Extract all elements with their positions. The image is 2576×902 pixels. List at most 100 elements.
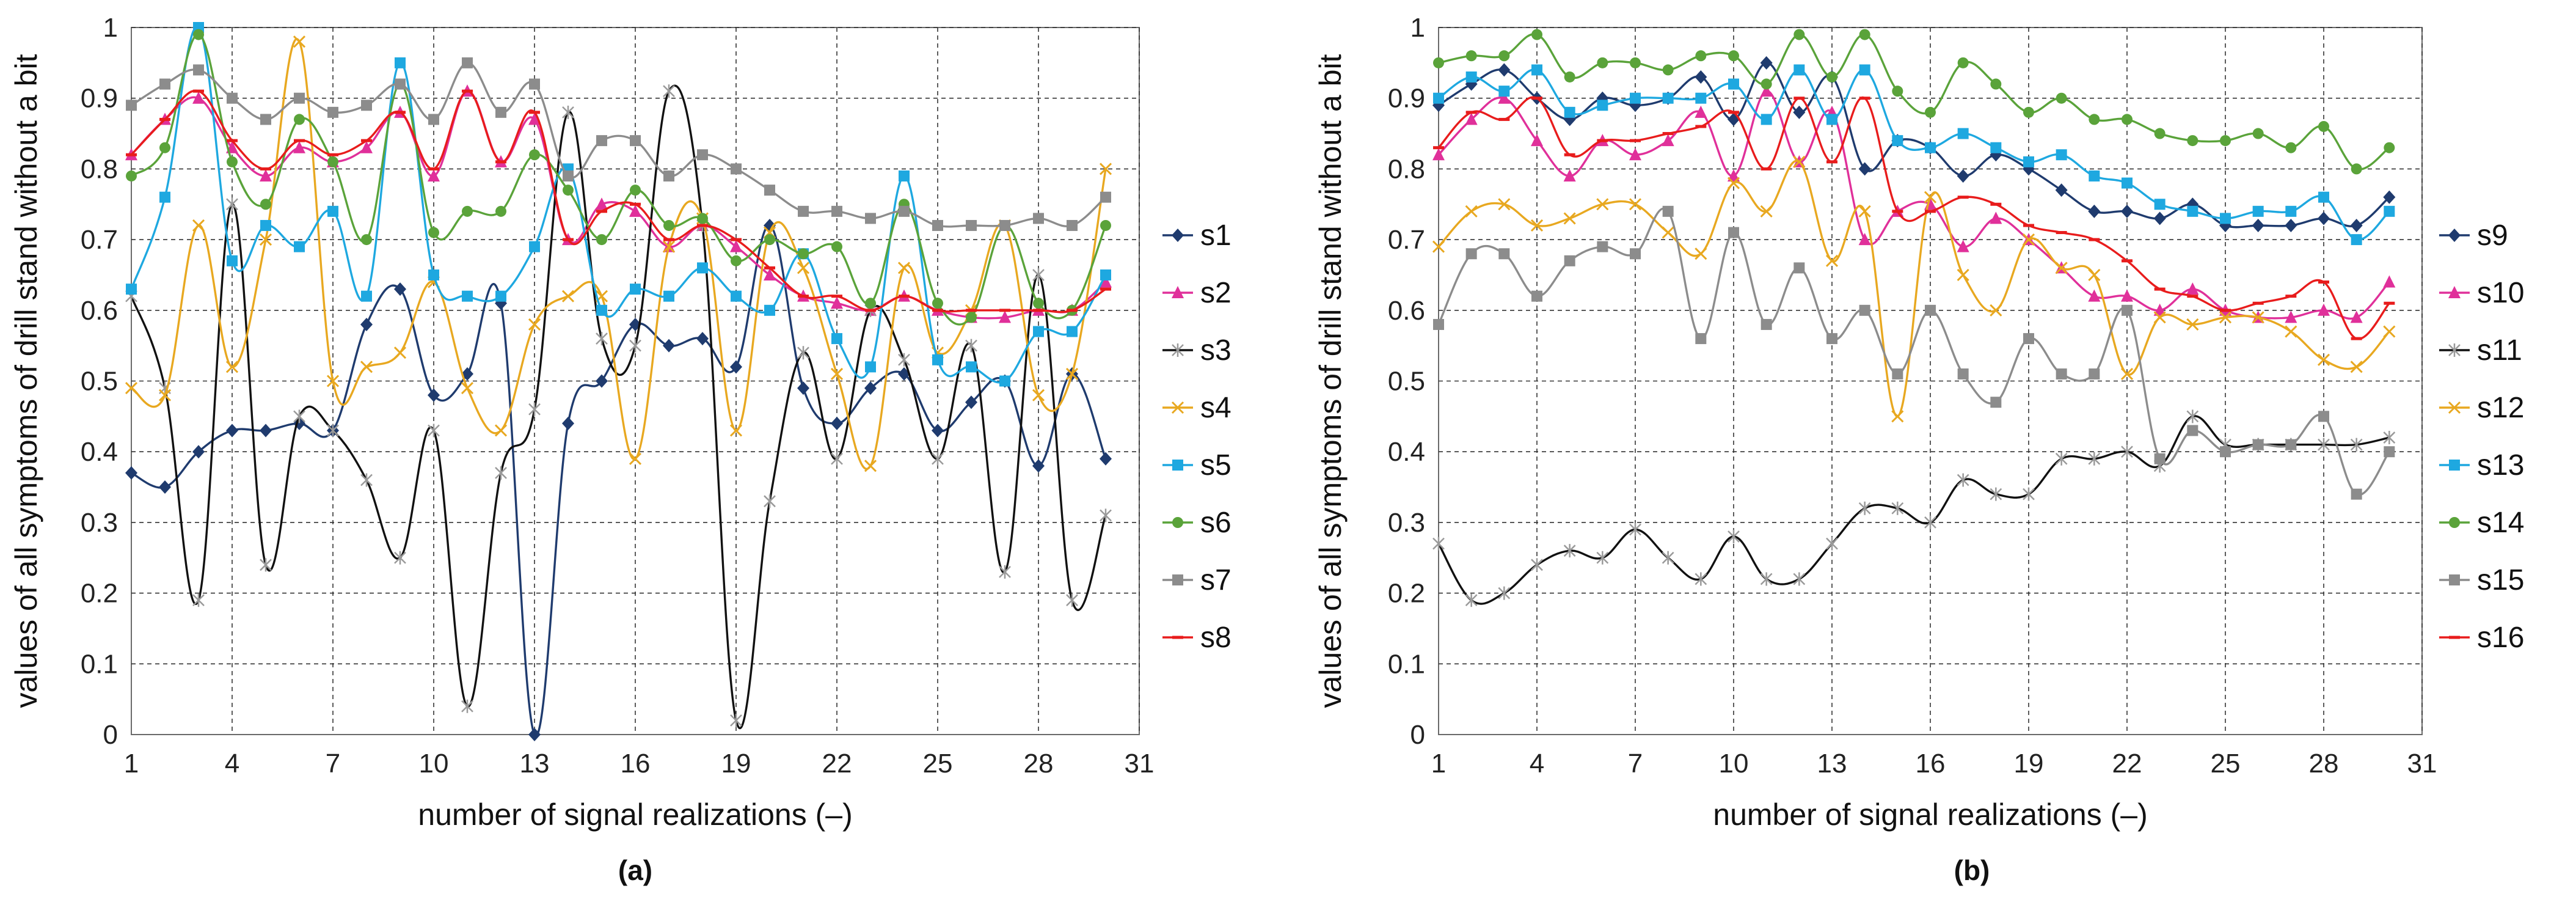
data-point-s8: [193, 89, 204, 93]
data-point-s12: [1498, 198, 1511, 211]
data-point-s6: [495, 205, 506, 217]
data-point-s2: [428, 169, 440, 182]
data-point-s6: [865, 298, 876, 309]
data-point-s7: [193, 64, 204, 76]
data-point-s12: [1432, 240, 1445, 253]
data-point-s11: [1695, 572, 1707, 586]
data-point-s3: [528, 402, 541, 416]
data-point-s14: [2056, 92, 2067, 104]
data-point-s12: [1891, 410, 1904, 423]
legend-marker: [2448, 343, 2461, 357]
data-point-s8: [126, 153, 137, 156]
data-point-s15: [2384, 446, 2395, 458]
data-point-s7: [899, 205, 910, 217]
data-point-s14: [1564, 71, 1575, 82]
legend-entry-s6: s6: [1162, 507, 1231, 539]
data-point-s6: [1100, 219, 1111, 231]
data-point-s14: [2023, 106, 2034, 118]
data-point-s8: [462, 89, 473, 93]
data-point-s10: [1858, 233, 1871, 246]
data-point-s12: [1727, 177, 1740, 189]
data-point-s16: [1433, 146, 1444, 150]
data-point-s11: [1858, 501, 1871, 515]
data-point-s1: [192, 445, 205, 459]
data-point-s13: [2351, 234, 2362, 246]
data-point-s9: [1498, 63, 1511, 77]
data-point-s5: [697, 262, 708, 274]
data-point-s6: [428, 227, 439, 238]
data-point-s11: [1498, 586, 1511, 600]
data-point-s14: [2351, 163, 2362, 175]
x-tick-label: 7: [1628, 749, 1643, 779]
data-point-s4: [259, 233, 272, 246]
data-point-s1: [730, 360, 742, 374]
x-tick-label: 10: [419, 749, 449, 779]
y-tick-label: 1: [1410, 13, 1425, 43]
data-point-s3: [831, 452, 843, 466]
data-point-s7: [495, 106, 506, 118]
data-point-s14: [2154, 128, 2166, 139]
data-point-s14: [2220, 135, 2231, 147]
x-tick-label: 31: [2407, 749, 2437, 779]
data-point-s7: [462, 57, 473, 68]
data-point-s1: [226, 424, 238, 438]
legend-entry-s12: s12: [2439, 392, 2524, 424]
data-point-s10: [1531, 134, 1543, 147]
series-line-s3: [130, 84, 1107, 729]
data-point-s5: [260, 219, 271, 231]
legend-entry-s10: s10: [2439, 277, 2524, 309]
data-point-s3: [629, 339, 641, 353]
y-tick-label: 0.7: [81, 225, 118, 255]
data-point-s4: [797, 262, 810, 274]
data-point-s3: [360, 473, 373, 487]
data-point-s1: [159, 480, 171, 494]
data-point-s13: [1859, 64, 1870, 76]
data-point-s5: [731, 290, 742, 302]
data-point-s1: [1100, 452, 1112, 466]
data-point-s8: [630, 202, 641, 206]
data-point-s6: [798, 248, 809, 260]
x-tick-label: 4: [1530, 749, 1544, 779]
data-point-s2: [999, 310, 1011, 323]
data-point-s16: [1531, 97, 1542, 100]
data-point-s16: [1761, 167, 1772, 170]
data-point-s7: [663, 170, 674, 182]
data-point-s1: [428, 388, 440, 402]
data-point-s13: [1728, 78, 1739, 90]
data-point-s7: [294, 92, 305, 104]
data-point-s6: [966, 312, 977, 323]
data-point-s5: [899, 170, 910, 182]
data-point-s9: [1957, 169, 1969, 183]
y-tick-label: 0.9: [1388, 84, 1425, 114]
x-tick-label: 13: [520, 749, 550, 779]
data-point-s7: [1033, 213, 1044, 224]
data-point-s6: [697, 213, 708, 224]
data-point-s15: [1859, 304, 1870, 316]
data-point-s13: [2154, 199, 2166, 210]
data-point-s15: [2318, 411, 2329, 422]
data-point-s12: [2285, 325, 2297, 338]
x-axis-title: number of signal realizations (–): [418, 798, 852, 832]
legend-marker: [1172, 229, 1184, 242]
data-point-s14: [1695, 50, 1707, 62]
y-tick-label: 0.3: [81, 508, 118, 538]
data-point-s7: [966, 219, 977, 231]
data-point-s16: [1662, 132, 1674, 136]
data-point-s5: [1033, 326, 1044, 337]
legend-marker: [2449, 574, 2460, 585]
data-point-s11: [1728, 530, 1740, 544]
data-point-s6: [227, 156, 238, 167]
data-point-s11: [2186, 409, 2199, 424]
series-s14: [1433, 29, 2395, 175]
data-point-s15: [2089, 368, 2100, 380]
data-point-s12: [1793, 155, 1806, 168]
data-point-s10: [1957, 240, 1969, 252]
data-point-s4: [393, 346, 407, 359]
data-point-s14: [2187, 135, 2198, 147]
data-point-s11: [2088, 452, 2101, 466]
data-point-s4: [897, 262, 911, 274]
data-point-s5: [529, 241, 540, 252]
x-tick-label: 19: [2014, 749, 2044, 779]
data-point-s11: [2350, 438, 2363, 452]
